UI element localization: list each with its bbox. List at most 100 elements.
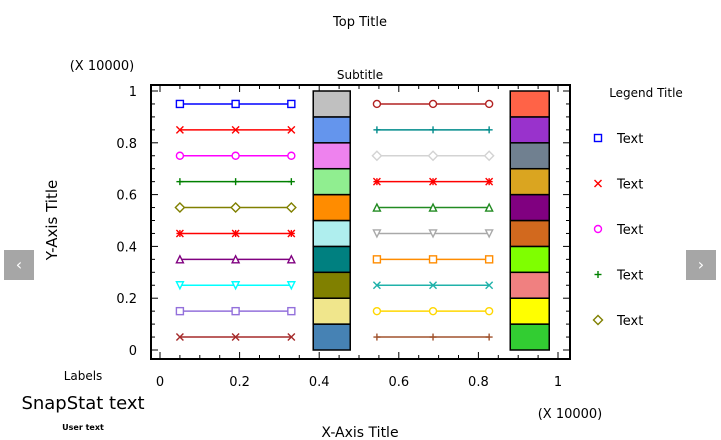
square-marker [231, 306, 240, 316]
x-marker [594, 179, 602, 188]
y-tick-label: 0 [129, 344, 137, 359]
plus-marker [176, 178, 184, 186]
legend-item-label: Text [616, 132, 643, 147]
bar-segment [509, 193, 550, 222]
x-marker [287, 125, 296, 134]
bar-segment [509, 142, 550, 170]
plus-marker [287, 178, 295, 186]
legend-item-label: Text [616, 269, 643, 284]
legend-title: Legend Title [609, 86, 683, 100]
bar-segment [509, 271, 550, 299]
x-tick-label: 0.8 [468, 375, 489, 390]
diamond-marker [371, 150, 383, 162]
bar-segment [312, 142, 351, 170]
bar-segment [509, 167, 550, 196]
asterisk-marker [175, 229, 184, 238]
y-tick-label: 0.6 [116, 189, 137, 204]
bar-segment [312, 219, 351, 248]
plot-area: 0 0.2 0.4 0.6 0.8 1 0 0.2 0.4 0.6 0.8 1 [116, 84, 571, 390]
diamond-marker [285, 202, 297, 214]
circle-marker [484, 99, 494, 109]
triangle-up-marker [428, 202, 438, 212]
circle-marker [484, 306, 494, 316]
circle-marker [428, 99, 438, 109]
chart-title: Top Title [332, 15, 387, 30]
bar-segment [312, 90, 351, 118]
bar-segment [509, 90, 550, 118]
legend-item-label: Text [616, 178, 643, 193]
bar-segment [312, 245, 351, 274]
x-marker [287, 333, 296, 342]
next-button[interactable]: › [686, 250, 716, 280]
y-axis-title: Y-Axis Title [43, 180, 61, 262]
triangle-up-marker [286, 254, 296, 264]
square-marker [231, 99, 240, 109]
bar-segment [509, 116, 550, 144]
x-marker [372, 281, 381, 290]
plus-marker [485, 126, 493, 134]
y-multiplier: (X 10000) [70, 59, 135, 74]
prev-button[interactable]: ‹ [4, 250, 34, 280]
chart-subtitle: Subtitle [337, 68, 383, 82]
x-tick-label: 0.2 [229, 375, 250, 390]
circle-marker [287, 151, 296, 160]
x-tick-label: 1 [554, 375, 562, 390]
x-tick-label: 0.4 [309, 375, 330, 390]
square-marker [593, 133, 603, 143]
triangle-up-marker [230, 254, 241, 264]
bar-segment [509, 297, 550, 325]
circle-marker [372, 306, 382, 316]
x-marker [429, 281, 438, 290]
bar-segment [312, 193, 351, 222]
snapstat-text: SnapStat text [21, 393, 144, 414]
circle-marker [593, 224, 603, 234]
triangle-down-marker [230, 281, 241, 291]
x-tick-label: 0 [156, 375, 164, 390]
square-marker [428, 255, 438, 264]
legend: Text Text Text Text Text [592, 132, 643, 329]
circle-marker [231, 151, 240, 160]
x-marker [485, 281, 494, 290]
plot-frame [150, 84, 571, 360]
x-marker [175, 125, 184, 134]
x-multiplier: (X 10000) [538, 407, 603, 422]
x-axis-title: X-Axis Title [321, 425, 398, 440]
plus-marker [429, 126, 437, 134]
diamond-marker [483, 150, 495, 162]
diamond-marker [592, 314, 604, 326]
plus-marker [232, 178, 240, 186]
plus-marker [429, 333, 437, 341]
asterisk-marker [231, 229, 240, 238]
square-marker [287, 99, 296, 109]
diamond-marker [427, 150, 439, 162]
bar-segment [312, 271, 351, 299]
square-marker [484, 255, 494, 264]
square-marker [372, 255, 382, 264]
circle-marker [372, 99, 382, 109]
asterisk-marker [372, 177, 381, 186]
circle-marker [428, 306, 438, 316]
bar-segment [312, 323, 351, 351]
plus-marker [594, 271, 602, 278]
triangle-down-marker [428, 229, 438, 239]
triangle-down-marker [286, 281, 296, 291]
triangle-up-marker [484, 202, 494, 212]
triangle-up-marker [175, 254, 185, 264]
triangle-up-marker [372, 202, 382, 212]
triangle-down-marker [372, 229, 382, 239]
y-tick-label: 0.2 [116, 292, 137, 307]
plus-marker [485, 333, 493, 341]
asterisk-marker [485, 177, 494, 186]
x-marker [175, 333, 184, 342]
bar-segment [509, 219, 550, 248]
x-marker [231, 125, 240, 134]
circle-marker [175, 151, 185, 160]
legend-item-label: Text [616, 223, 643, 238]
square-marker [287, 306, 296, 316]
asterisk-marker [287, 229, 296, 238]
bar-segment [509, 323, 550, 351]
square-marker [175, 306, 185, 316]
labels-heading: Labels [64, 369, 103, 383]
triangle-down-marker [175, 281, 185, 291]
